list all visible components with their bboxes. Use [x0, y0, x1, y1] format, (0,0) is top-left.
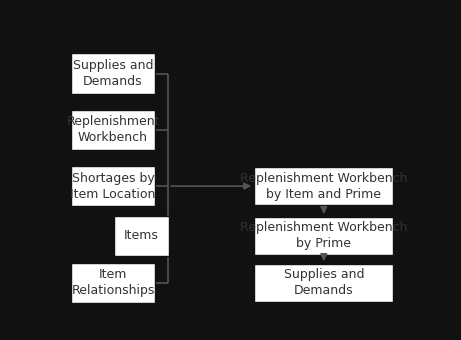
Text: Supplies and
Demands: Supplies and Demands	[73, 59, 153, 88]
Text: Replenishment
Workbench: Replenishment Workbench	[66, 115, 160, 144]
FancyBboxPatch shape	[71, 263, 155, 303]
FancyBboxPatch shape	[254, 217, 394, 255]
Text: Item
Relationships: Item Relationships	[71, 269, 155, 298]
Text: Replenishment Workbench
by Item and Prime: Replenishment Workbench by Item and Prim…	[240, 172, 408, 201]
Text: Replenishment Workbench
by Prime: Replenishment Workbench by Prime	[240, 221, 408, 250]
FancyBboxPatch shape	[114, 216, 169, 256]
FancyBboxPatch shape	[71, 53, 155, 94]
FancyBboxPatch shape	[254, 167, 394, 205]
FancyBboxPatch shape	[71, 109, 155, 150]
FancyBboxPatch shape	[254, 264, 394, 302]
FancyBboxPatch shape	[71, 166, 155, 206]
Text: Items: Items	[124, 230, 159, 242]
Text: Shortages by
Item Location: Shortages by Item Location	[71, 172, 156, 201]
Text: Supplies and
Demands: Supplies and Demands	[284, 269, 364, 298]
